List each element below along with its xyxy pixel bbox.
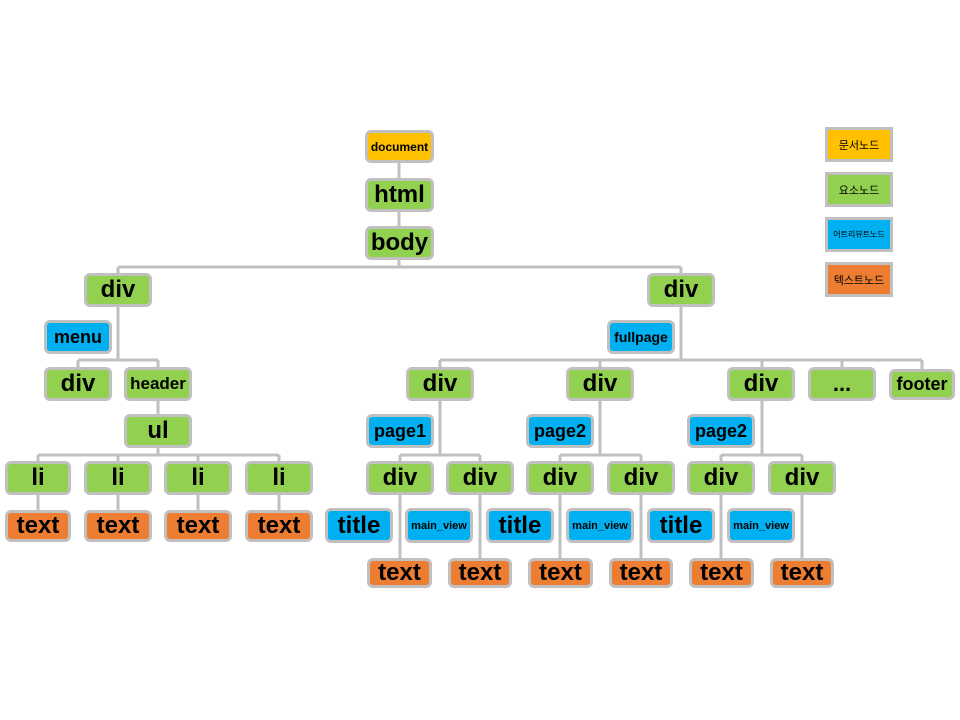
footer-node: footer [889,369,955,400]
legend-attribute-node: 어트리뷰트노드 [825,217,893,252]
page1-left-text-node: text [367,558,432,588]
ul-node: ul [124,414,192,448]
page1-attribute-node: page1 [366,414,434,448]
page3-div-node: div [727,367,795,401]
li-node: li [5,461,71,495]
page1-right-div-node: div [446,461,514,495]
page2-main-view-attribute-node: main_view [566,508,634,543]
legend-text-node: 텍스트노드 [825,262,893,297]
body-node: body [365,226,434,260]
page1-title-attribute-node: title [325,508,393,543]
page2-div-node: div [566,367,634,401]
legend-document-node: 문서노드 [825,127,893,162]
page2-left-text-node: text [528,558,593,588]
inner-div-node: div [44,367,112,401]
page3-attribute-node: page2 [687,414,755,448]
html-node: html [365,178,434,212]
page1-right-text-node: text [448,558,512,588]
page2-right-text-node: text [609,558,673,588]
page1-div-node: div [406,367,474,401]
text-node: text [164,510,232,542]
page2-attribute-node: page2 [526,414,594,448]
menu-attribute-node: menu [44,320,112,354]
header-node: header [124,367,192,401]
right-div-node: div [647,273,715,307]
page3-left-div-node: div [687,461,755,495]
text-node: text [84,510,152,542]
page3-main-view-attribute-node: main_view [727,508,795,543]
li-node: li [84,461,152,495]
page3-right-text-node: text [770,558,834,588]
document-node: document [365,130,434,163]
li-node: li [164,461,232,495]
li-node: li [245,461,313,495]
page1-main-view-attribute-node: main_view [405,508,473,543]
page2-left-div-node: div [526,461,594,495]
page3-right-div-node: div [768,461,836,495]
legend-element-node: 요소노드 [825,172,893,207]
text-node: text [245,510,313,542]
page1-left-div-node: div [366,461,434,495]
more-pages-node: ... [808,367,876,401]
page3-left-text-node: text [689,558,754,588]
page2-right-div-node: div [607,461,675,495]
page3-title-attribute-node: title [647,508,715,543]
page2-title-attribute-node: title [486,508,554,543]
text-node: text [5,510,71,542]
left-div-node: div [84,273,152,307]
fullpage-attribute-node: fullpage [607,320,675,354]
